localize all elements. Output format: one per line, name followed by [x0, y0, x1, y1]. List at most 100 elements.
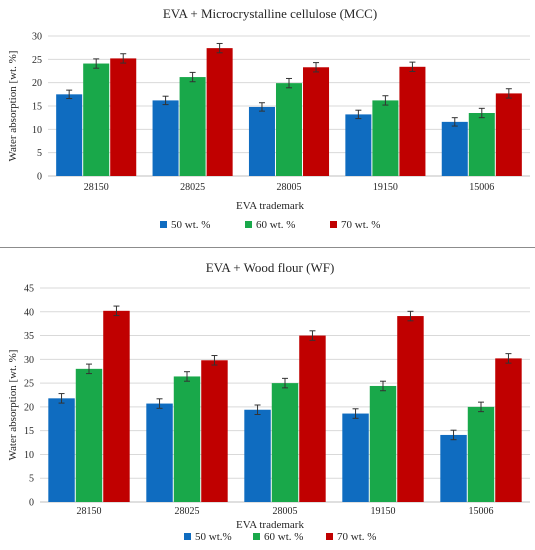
error-bar: [66, 89, 73, 100]
y-tick-label: 20: [32, 78, 42, 89]
legend-item: 70 wt. %: [330, 219, 380, 231]
error-bar: [313, 62, 320, 73]
bar: [275, 83, 303, 176]
bar: [103, 310, 130, 502]
legend-item: 60 wt. %: [245, 219, 295, 231]
bar: [48, 398, 75, 502]
bar: [345, 114, 372, 176]
error-bar: [450, 429, 457, 441]
error-bar: [309, 330, 316, 341]
legend-label: 60 wt. %: [264, 531, 303, 543]
error-bar: [258, 102, 265, 112]
bar: [83, 63, 110, 176]
y-axis-label: Water absorption [wt. %]: [7, 51, 19, 162]
legend-label: 70 wt. %: [341, 219, 380, 231]
legend-swatch: [245, 221, 252, 228]
legend: 50 wt. % 60 wt. % 70 wt. %: [160, 219, 380, 231]
y-tick-label: 0: [37, 172, 42, 183]
error-bar: [113, 305, 120, 317]
bar: [303, 67, 330, 176]
error-bar: [451, 117, 458, 127]
chart-wf: EVA + Wood flour (WF) 0 5 10 15 20 25 30 35 40 45…: [7, 260, 530, 543]
y-tick-label: 15: [32, 102, 42, 113]
legend-swatch: [326, 533, 333, 540]
error-bar: [184, 371, 190, 382]
y-tick-label: 25: [24, 379, 34, 390]
error-bar: [409, 61, 416, 72]
x-axis-label: EVA trademark: [236, 519, 304, 531]
legend-swatch: [160, 221, 167, 228]
bar: [179, 77, 206, 176]
divider: [0, 247, 535, 248]
error-bar: [505, 353, 512, 364]
chart-title: EVA + Microcrystalline cellulose (MCC): [163, 6, 377, 21]
error-bar: [86, 363, 92, 375]
chart-title: EVA + Wood flour (WF): [206, 260, 335, 275]
x-tick-label: 19150: [371, 506, 396, 517]
bar: [110, 58, 137, 176]
y-tick-label: 15: [24, 426, 34, 437]
bar: [152, 100, 179, 176]
error-bar: [189, 71, 196, 83]
error-bar: [355, 109, 362, 120]
x-tick-label: 15006: [469, 182, 494, 193]
x-tick-label: 28005: [273, 506, 298, 517]
error-bar: [505, 88, 512, 99]
y-tick-label: 30: [32, 32, 42, 43]
legend-item: 50 wt.%: [184, 531, 232, 543]
error-bar: [120, 53, 127, 64]
y-tick-label: 35: [24, 331, 34, 342]
y-axis-label: Water absorption [wt. %]: [7, 350, 19, 461]
bar: [369, 385, 397, 502]
x-tick-label: 28150: [84, 182, 109, 193]
bar: [206, 48, 233, 177]
error-bar: [93, 58, 100, 69]
legend-label: 60 wt. %: [256, 219, 295, 231]
error-bar: [211, 355, 218, 366]
legend-label: 70 wt. %: [337, 531, 376, 543]
error-bar: [286, 77, 292, 89]
bar: [495, 358, 522, 502]
y-tick-label: 10: [24, 450, 34, 461]
bar: [372, 100, 399, 176]
x-axis-label: EVA trademark: [236, 200, 304, 212]
x-tick-label: 28150: [77, 506, 102, 517]
bar: [467, 406, 495, 502]
error-bar: [352, 408, 359, 419]
bar: [248, 106, 275, 176]
error-bar: [382, 95, 389, 106]
error-bar: [156, 398, 163, 409]
bar: [468, 113, 495, 176]
bar: [271, 383, 299, 502]
y-tick-label: 5: [37, 148, 42, 159]
y-tick-label: 40: [24, 307, 34, 318]
y-tick-label: 0: [29, 498, 34, 509]
bar: [495, 93, 522, 176]
bar: [440, 434, 467, 502]
y-tick-label: 20: [24, 402, 34, 413]
bar: [56, 94, 83, 176]
x-tick-label: 28025: [175, 506, 200, 517]
bar: [173, 376, 201, 502]
bar: [201, 360, 228, 502]
bar: [146, 403, 173, 502]
bar: [441, 121, 468, 176]
legend-label: 50 wt. %: [171, 219, 210, 231]
error-bar: [254, 404, 261, 415]
x-tick-label: 28025: [180, 182, 205, 193]
bar: [399, 66, 426, 176]
x-tick-label: 19150: [373, 182, 398, 193]
x-tick-label: 15006: [469, 506, 494, 517]
error-bar: [58, 393, 65, 404]
bar: [75, 368, 103, 502]
legend-item: 60 wt. %: [253, 531, 303, 543]
legend-swatch: [330, 221, 337, 228]
x-tick-label: 28005: [277, 182, 302, 193]
error-bar: [380, 380, 386, 392]
error-bar: [282, 377, 288, 389]
bar: [397, 316, 424, 502]
error-bar: [478, 107, 485, 119]
legend: 50 wt.% 60 wt. % 70 wt. %: [184, 531, 376, 543]
error-bar: [216, 42, 223, 54]
